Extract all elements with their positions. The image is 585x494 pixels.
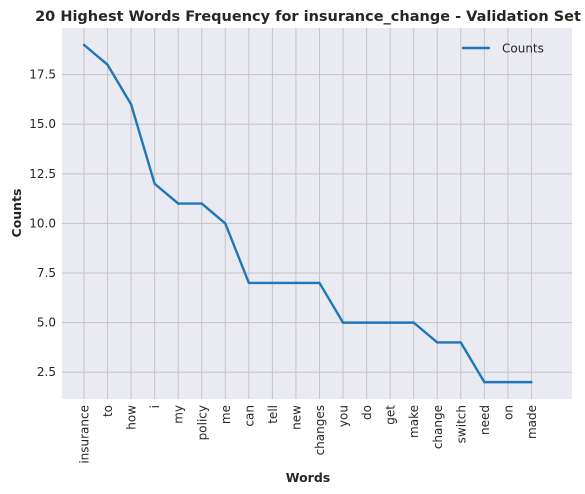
grid [62, 28, 572, 399]
y-tick-label: 7.5 [37, 266, 56, 280]
x-tick-label: policy [195, 405, 209, 440]
data-point [318, 281, 321, 285]
x-tick-label: tell [266, 405, 280, 424]
data-point [341, 321, 345, 324]
x-tick-label: insurance [78, 405, 92, 464]
y-tick-label: 12.5 [29, 167, 56, 181]
y-tick-label: 10.0 [29, 216, 56, 230]
data-point [177, 202, 180, 205]
data-point [153, 182, 156, 185]
data-point [436, 341, 439, 344]
y-tick-label: 15.0 [29, 117, 56, 131]
x-tick-label: me [219, 405, 233, 424]
x-tick-label: need [478, 405, 492, 435]
x-tick-label: do [360, 405, 374, 420]
x-tick-label: make [407, 405, 421, 438]
data-point [106, 63, 109, 66]
x-tick-label: on [501, 405, 515, 420]
x-tick-label: changes [313, 405, 327, 455]
data-point [483, 380, 486, 384]
x-tick-label: made [525, 405, 539, 439]
data-point [247, 281, 251, 285]
x-axis-label: Words [286, 470, 330, 485]
data-point [129, 103, 133, 106]
x-tick-label: get [384, 405, 398, 425]
chart-title: 20 Highest Words Frequency for insurance… [35, 9, 581, 25]
data-point [271, 281, 274, 285]
x-tick-label: new [289, 405, 303, 430]
y-tick-label: 5.0 [37, 316, 56, 330]
data-point [294, 281, 298, 285]
data-point [365, 321, 368, 324]
x-tick-labels: insurance to how i my policy me can tell new chang… [78, 405, 539, 464]
series-group [82, 43, 533, 384]
data-point [224, 222, 227, 225]
y-tick-label: 17.5 [29, 68, 56, 82]
x-tick-label: i [148, 405, 162, 408]
legend-label-counts: Counts [502, 42, 544, 56]
x-tick-label: switch [454, 405, 468, 443]
data-point [388, 321, 392, 324]
data-point [412, 321, 415, 324]
series-line-counts [83, 43, 532, 384]
data-point [82, 43, 86, 47]
data-point [506, 380, 510, 384]
data-point [530, 380, 533, 384]
plot-background [62, 28, 572, 399]
data-point [200, 202, 203, 205]
x-tick-label: to [101, 405, 115, 417]
x-tick-label: can [242, 405, 256, 427]
x-tick-label: you [337, 405, 351, 427]
x-tick-label: change [431, 405, 445, 449]
legend: Counts [462, 42, 544, 56]
y-axis-label: Counts [9, 189, 24, 238]
data-point [459, 341, 462, 344]
x-tick-label: how [125, 405, 139, 430]
y-tick-labels: 2.5 5.0 7.5 10.0 12.5 15.0 17.5 [29, 68, 56, 380]
x-tick-label: my [172, 405, 186, 424]
y-tick-label: 2.5 [37, 365, 56, 379]
